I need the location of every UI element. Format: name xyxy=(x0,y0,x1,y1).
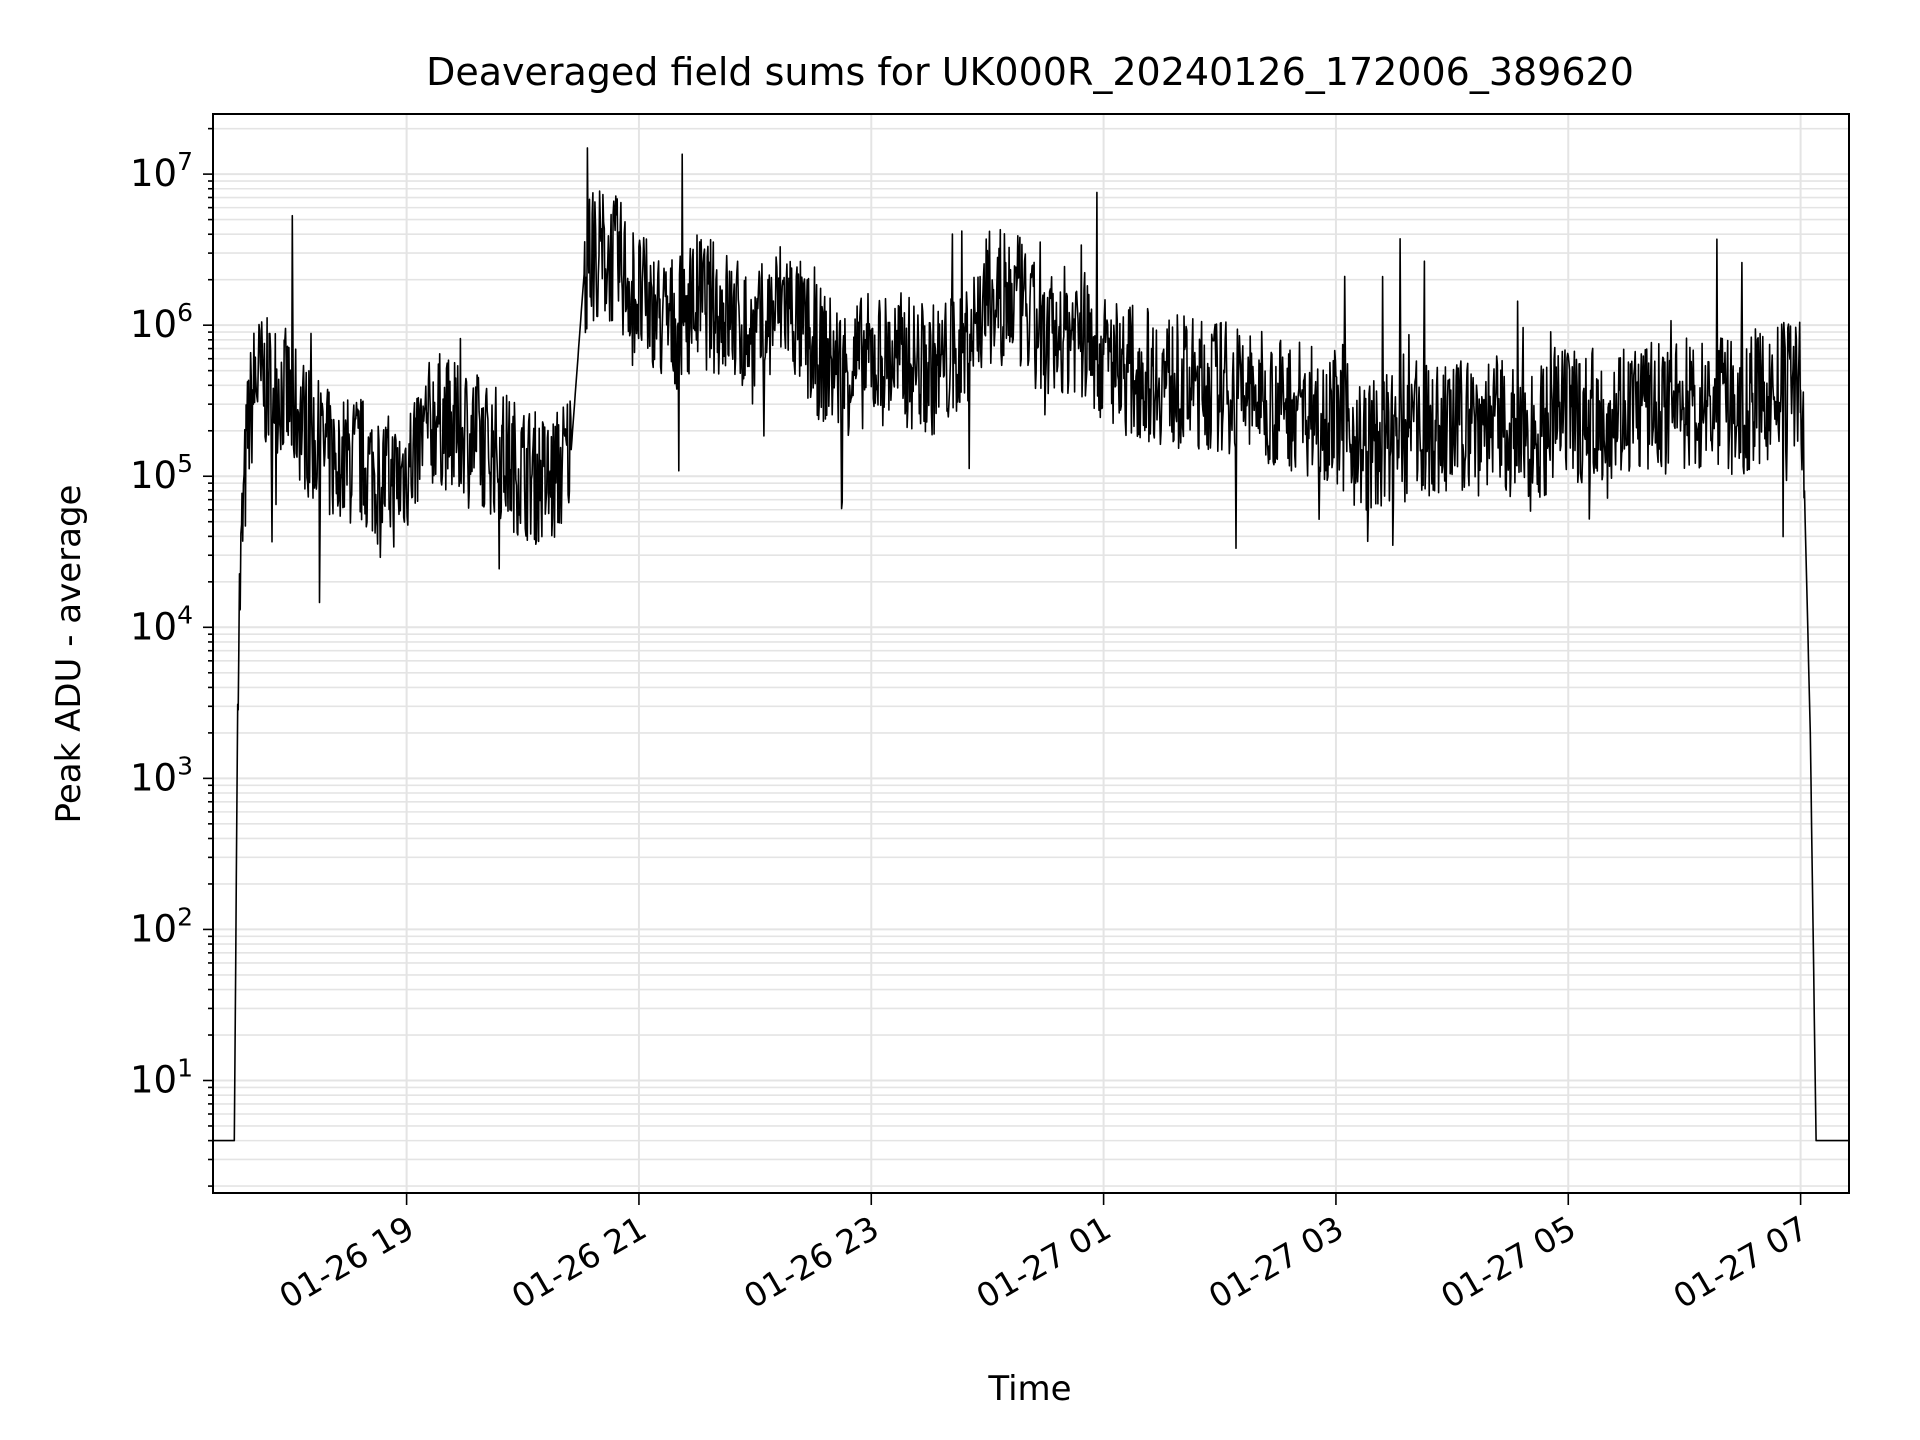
series-line xyxy=(212,147,1850,1142)
y-tick-exponent: 3 xyxy=(177,751,193,780)
y-tick-exponent: 5 xyxy=(177,449,193,478)
plot-frame xyxy=(212,113,1850,1194)
y-tick-base: 10 xyxy=(130,907,177,950)
y-tick-exponent: 4 xyxy=(177,600,193,629)
y-tick-base: 10 xyxy=(130,605,177,648)
chart-title: Deaveraged field sums for UK000R_2024012… xyxy=(426,50,1634,94)
y-tick-exponent: 6 xyxy=(177,298,193,327)
y-tick-label: 105 xyxy=(130,449,193,497)
y-tick-base: 10 xyxy=(130,1058,177,1101)
y-axis-label: Peak ADU - average xyxy=(49,485,89,824)
y-tick-exponent: 1 xyxy=(177,1053,193,1082)
y-tick-base: 10 xyxy=(130,303,177,346)
y-tick-label: 107 xyxy=(130,147,193,195)
y-tick-label: 101 xyxy=(130,1053,193,1101)
y-tick-exponent: 2 xyxy=(177,902,193,931)
y-tick-label: 104 xyxy=(130,600,193,648)
y-tick-exponent: 7 xyxy=(177,147,193,176)
y-tick-label: 103 xyxy=(130,751,193,799)
x-axis-label: Time xyxy=(987,1369,1071,1409)
y-tick-base: 10 xyxy=(130,454,177,497)
y-tick-label: 106 xyxy=(130,298,193,346)
y-tick-base: 10 xyxy=(130,756,177,799)
y-tick-label: 102 xyxy=(130,902,193,950)
y-tick-base: 10 xyxy=(130,152,177,195)
